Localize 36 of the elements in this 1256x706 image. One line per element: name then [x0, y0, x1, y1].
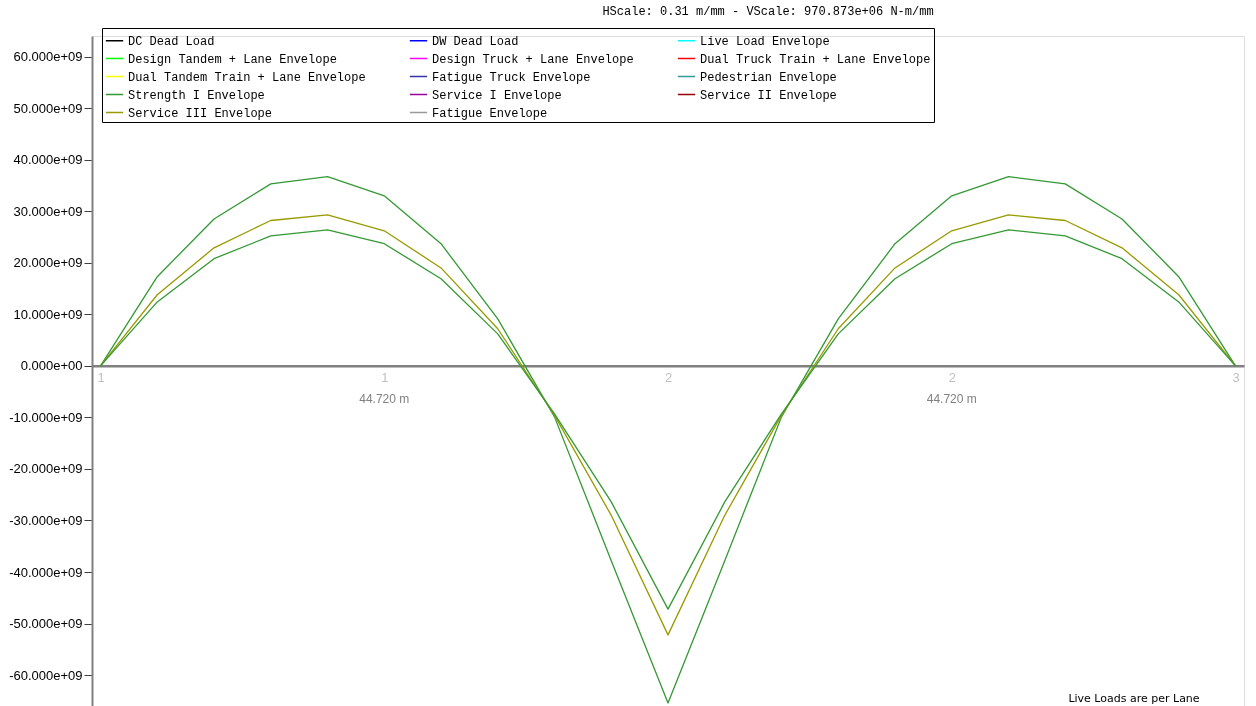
- legend-label: Pedestrian Envelope: [700, 70, 837, 85]
- annotation: 44.720 m: [926, 391, 977, 406]
- y-tick-label: -10.000e+09: [9, 409, 83, 425]
- y-tick-label: -20.000e+09: [9, 461, 83, 477]
- y-tick-label: 50.000e+09: [13, 100, 83, 116]
- x-tick-label: 3: [1232, 370, 1240, 386]
- y-tick-label: -40.000e+09: [9, 564, 83, 580]
- legend-label: Service II Envelope: [700, 88, 837, 103]
- x-tick-label: 1: [97, 370, 105, 386]
- x-tick-label: 2: [948, 370, 956, 386]
- x-tick-label: 2: [664, 370, 673, 386]
- legend-label: Fatigue Envelope: [432, 106, 548, 121]
- y-tick-label: 10.000e+09: [13, 306, 83, 322]
- legend-label: Design Truck + Lane Envelope: [432, 52, 634, 67]
- chart-title: HScale: 0.31 m/mm - VScale: 970.873e+06 N-m/mm: [602, 4, 934, 19]
- legend-label: Dual Truck Train + Lane Envelope: [700, 52, 931, 67]
- y-tick-label: 30.000e+09: [13, 203, 83, 219]
- x-tick-label: 1: [381, 370, 389, 386]
- y-tick-label: -50.000e+09: [9, 616, 83, 632]
- y-tick-label: 60.000e+09: [13, 49, 83, 65]
- y-tick-label: 20.000e+09: [13, 255, 83, 271]
- legend-label: Service I Envelope: [432, 88, 562, 103]
- legend-label: Strength I Envelope: [128, 88, 265, 103]
- y-tick-label: -30.000e+09: [9, 512, 83, 528]
- annotation: Live Loads are per Lane: [1068, 692, 1200, 705]
- y-tick-label: -60.000e+09: [9, 667, 83, 683]
- legend-label: Design Tandem + Lane Envelope: [128, 52, 337, 67]
- y-tick-label: 40.000e+09: [13, 152, 83, 168]
- legend-label: Live Load Envelope: [700, 34, 830, 49]
- legend-label: DW Dead Load: [432, 34, 519, 49]
- annotation: 44.720 m: [359, 391, 410, 406]
- legend-label: Service III Envelope: [128, 106, 273, 121]
- legend-label: DC Dead Load: [128, 34, 215, 49]
- legend-label: Fatigue Truck Envelope: [432, 70, 591, 85]
- y-tick-label: 0.000e+00: [20, 358, 83, 374]
- legend-label: Dual Tandem Train + Lane Envelope: [128, 70, 366, 85]
